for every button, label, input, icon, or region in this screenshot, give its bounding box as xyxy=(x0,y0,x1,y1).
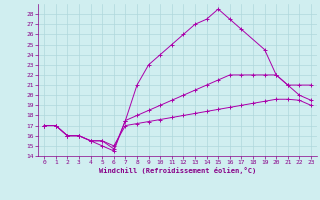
X-axis label: Windchill (Refroidissement éolien,°C): Windchill (Refroidissement éolien,°C) xyxy=(99,167,256,174)
